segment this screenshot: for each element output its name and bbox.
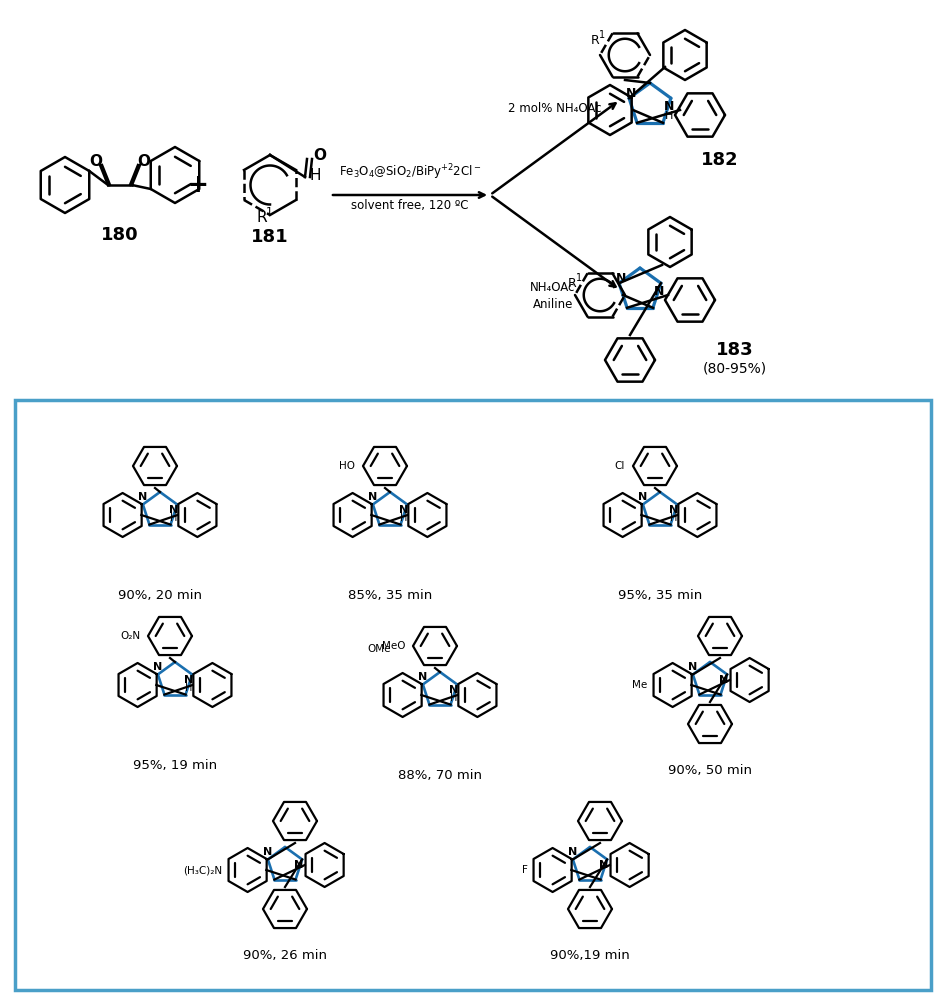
Text: R: R <box>256 209 268 224</box>
Text: O₂N: O₂N <box>120 631 140 641</box>
Text: solvent free, 120 ºC: solvent free, 120 ºC <box>351 199 469 211</box>
Text: O: O <box>90 154 102 169</box>
Text: 90%, 50 min: 90%, 50 min <box>668 764 752 777</box>
Text: MeO: MeO <box>381 641 405 651</box>
Text: N: N <box>184 675 194 685</box>
Text: N: N <box>294 860 304 870</box>
Text: N: N <box>654 284 664 297</box>
Text: Aniline: Aniline <box>533 297 573 311</box>
Text: N: N <box>616 271 626 284</box>
Text: N: N <box>418 672 428 682</box>
Text: 95%, 35 min: 95%, 35 min <box>618 589 702 602</box>
Text: NH₄OAc: NH₄OAc <box>531 280 576 293</box>
Text: N: N <box>569 847 577 857</box>
Text: H: H <box>400 514 408 524</box>
Text: Me: Me <box>632 680 648 690</box>
Text: 180: 180 <box>101 226 139 244</box>
Text: (80-95%): (80-95%) <box>703 361 767 375</box>
FancyBboxPatch shape <box>15 400 931 990</box>
Text: 95%, 19 min: 95%, 19 min <box>133 759 217 772</box>
Text: $\mathregular{Fe_3O_4@SiO_2/BiPy^{+2}2Cl^-}$: $\mathregular{Fe_3O_4@SiO_2/BiPy^{+2}2Cl… <box>339 162 482 182</box>
Text: 183: 183 <box>716 341 754 359</box>
Text: (H₃C)₂N: (H₃C)₂N <box>184 865 222 875</box>
Text: N: N <box>368 492 377 502</box>
Text: Cl: Cl <box>615 461 625 471</box>
Text: H: H <box>170 514 178 524</box>
Text: HO: HO <box>339 461 355 471</box>
Text: N: N <box>664 99 674 113</box>
Text: N: N <box>263 847 272 857</box>
Text: F: F <box>522 865 528 875</box>
Text: N: N <box>670 506 678 516</box>
Text: N: N <box>689 662 697 672</box>
Text: N: N <box>720 675 728 685</box>
Text: H: H <box>671 514 677 524</box>
Text: O: O <box>137 154 150 169</box>
Text: N: N <box>399 506 409 516</box>
Text: 90%, 26 min: 90%, 26 min <box>243 949 327 962</box>
Text: +: + <box>187 173 208 197</box>
Text: 90%, 20 min: 90%, 20 min <box>118 589 202 602</box>
Text: 1: 1 <box>576 273 582 283</box>
Text: 182: 182 <box>701 151 739 169</box>
Text: 2 mol% NH₄OAc: 2 mol% NH₄OAc <box>508 102 602 115</box>
Text: N: N <box>138 492 148 502</box>
Text: O: O <box>313 148 326 163</box>
Text: 88%, 70 min: 88%, 70 min <box>398 769 482 782</box>
Text: H: H <box>185 683 193 693</box>
Text: N: N <box>626 86 637 99</box>
Text: H: H <box>665 112 674 122</box>
Text: 1: 1 <box>599 30 605 40</box>
Text: H: H <box>450 693 458 703</box>
Text: N: N <box>449 685 459 695</box>
Text: N: N <box>600 860 608 870</box>
Text: 181: 181 <box>252 228 289 246</box>
Text: R: R <box>568 276 576 289</box>
Text: 85%, 35 min: 85%, 35 min <box>348 589 432 602</box>
Text: H: H <box>309 168 321 183</box>
Text: 1: 1 <box>266 207 272 217</box>
Text: N: N <box>639 492 647 502</box>
Text: OMe: OMe <box>367 644 391 654</box>
Text: N: N <box>169 506 179 516</box>
Text: 90%,19 min: 90%,19 min <box>551 949 630 962</box>
Text: R: R <box>590 33 600 46</box>
Text: N: N <box>153 662 163 672</box>
